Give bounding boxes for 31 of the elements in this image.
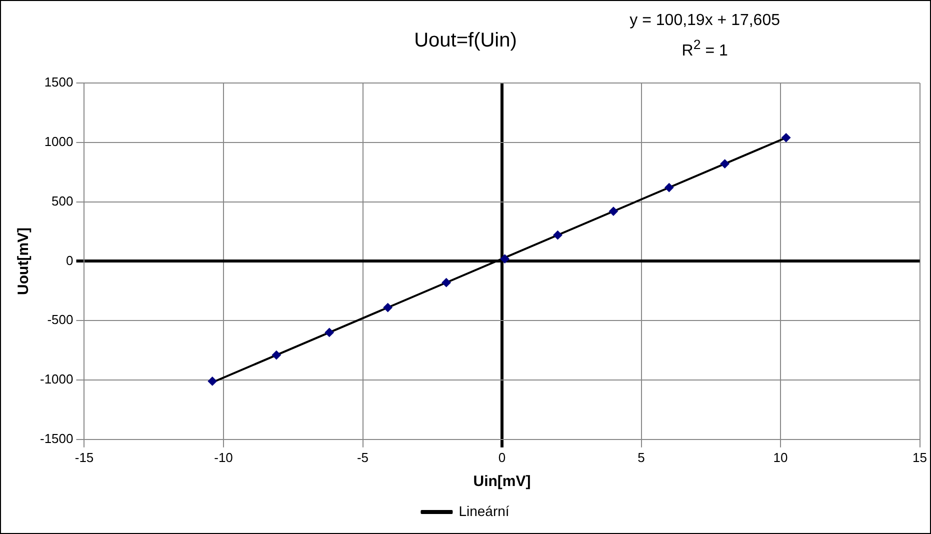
legend-label: Lineární	[458, 502, 510, 519]
x-tick-label: 10	[773, 450, 788, 465]
y-tick-label: 500	[52, 193, 74, 208]
x-tick-label: -5	[356, 450, 369, 465]
point	[720, 159, 730, 168]
text: y = 100,19x + 17,605	[630, 11, 780, 31]
y-tick-label: -1500	[40, 430, 74, 446]
point	[442, 278, 451, 288]
x-tick-label: -15	[74, 450, 94, 465]
y-tick-label: 0	[66, 252, 74, 268]
point	[500, 254, 510, 264]
point	[782, 133, 791, 142]
point	[553, 230, 562, 240]
x-tick-label: 15	[912, 450, 928, 465]
x-tick-label: -10	[214, 450, 233, 465]
point	[324, 328, 334, 337]
y-tick-label: -500	[47, 312, 74, 328]
x-axis-title: Uin[mV]	[473, 473, 531, 490]
point	[208, 376, 217, 386]
x-tick-label: 5	[638, 450, 645, 465]
chart-title: Uout=f(Uin)	[414, 30, 517, 52]
point	[664, 183, 674, 192]
y-tick-label: 1500	[44, 74, 74, 90]
point	[383, 303, 392, 312]
text: R$^{2}$ = 1	[680, 36, 729, 62]
y-tick-label: 1000	[44, 134, 74, 149]
point	[608, 206, 618, 216]
point	[272, 350, 281, 360]
x-tick-label: 0	[498, 450, 506, 465]
y-tick-label: -1000	[40, 372, 74, 387]
y-axis-title: Uout[mV]	[15, 227, 32, 295]
